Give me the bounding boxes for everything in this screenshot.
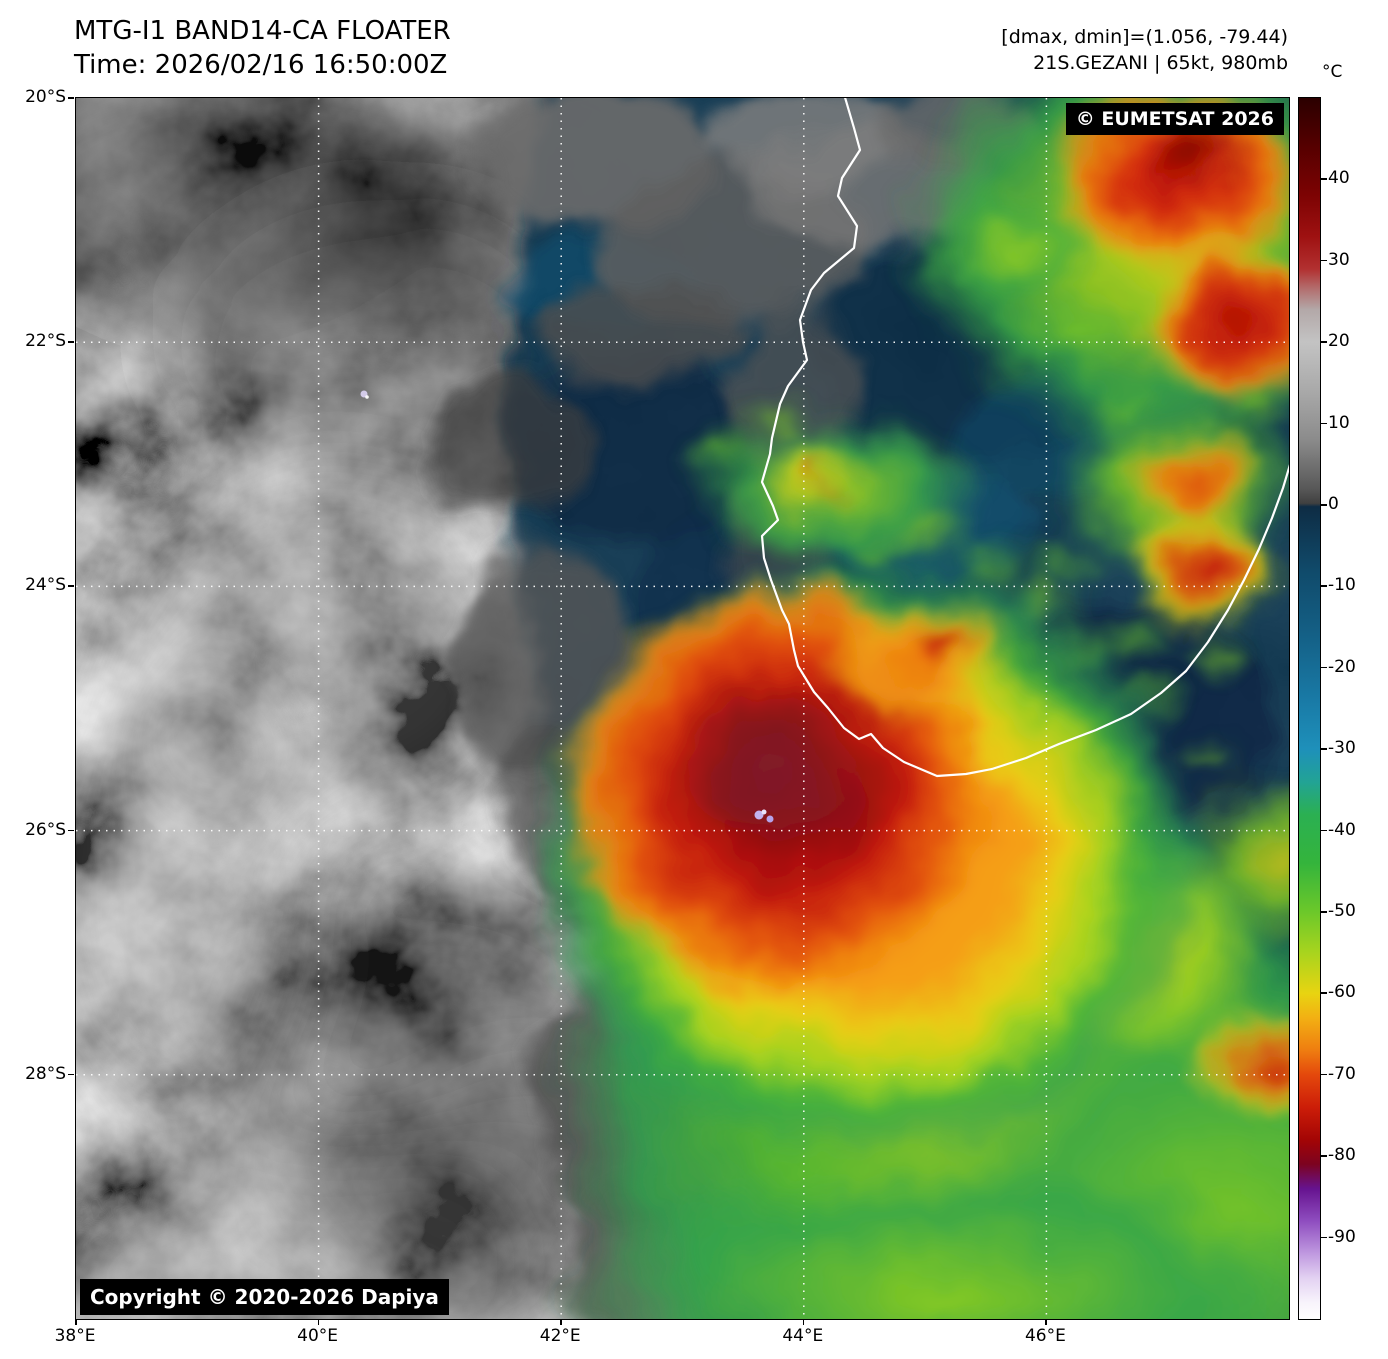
cloud-blob <box>1197 1004 1289 1116</box>
timestamp: Time: 2026/02/16 16:50:00Z <box>74 50 448 80</box>
x-tick-mark <box>75 1319 77 1325</box>
cloud-blob <box>1124 508 1288 632</box>
cold-overshoot-speck <box>766 815 774 823</box>
cloud-blob <box>1189 767 1289 939</box>
colorbar-tick-mark <box>1321 422 1327 425</box>
cloud-blob <box>1222 378 1289 438</box>
cloud-blob <box>680 753 792 843</box>
x-axis-label: 38°E <box>54 1326 96 1346</box>
page-title: MTG-I1 BAND14-CA FLOATER <box>74 16 451 46</box>
colorbar-tick-mark <box>1321 1236 1327 1239</box>
cloud-blob <box>679 424 763 476</box>
colorbar-tick-label: -10 <box>1328 575 1356 596</box>
x-tick-mark <box>802 1319 805 1325</box>
colorbar-tick-mark <box>1321 992 1327 994</box>
colorbar-tick-mark <box>1321 666 1327 669</box>
cloud-blob <box>1006 288 1146 378</box>
x-axis-label: 46°E <box>1024 1326 1066 1346</box>
y-tick-mark <box>68 1073 74 1076</box>
x-axis-label: 40°E <box>297 1326 339 1346</box>
storm-info: 21S.GEZANI | 65kt, 980mb <box>1033 52 1288 74</box>
y-tick-mark <box>68 829 74 832</box>
y-axis-label: 26°S <box>25 819 66 840</box>
cloud-blob <box>551 1163 1289 1319</box>
x-axis-label: 42°E <box>539 1326 581 1346</box>
x-tick-mark <box>560 1319 562 1325</box>
cloud-blob <box>806 459 830 479</box>
layer-coastline <box>760 98 1289 778</box>
cold-overshoot-speck <box>365 395 369 399</box>
cloud-blob <box>1128 432 1260 528</box>
colorbar-tick-mark <box>1321 178 1327 180</box>
cloud-blob <box>820 483 838 499</box>
colorbar-tick-label: -90 <box>1328 1226 1356 1247</box>
colorbar-tick-label: 20 <box>1328 331 1350 352</box>
layer-cold-specks <box>360 390 774 823</box>
colorbar-tick-label: 40 <box>1328 168 1350 189</box>
cloud-blob <box>1086 378 1170 434</box>
dmax-dmin-readout: [dmax, dmin]=(1.056, -79.44) <box>1001 26 1288 48</box>
y-tick-mark <box>68 97 74 99</box>
y-axis-label: 28°S <box>25 1063 66 1084</box>
cloud-blob <box>1184 733 1248 773</box>
colorbar-tick-label: -80 <box>1328 1145 1356 1166</box>
colorbar-tick-mark <box>1321 1155 1327 1157</box>
colorbar-tick-mark <box>1321 259 1327 262</box>
colorbar-tick-mark <box>1321 829 1327 832</box>
colorbar-tick-mark <box>1321 1073 1327 1076</box>
colorbar-tick-label: -20 <box>1328 656 1356 677</box>
y-tick-mark <box>68 341 74 343</box>
colorbar-tick-label: 30 <box>1328 249 1350 270</box>
satellite-image <box>76 98 1289 1319</box>
colorbar-tick-label: -40 <box>1328 819 1356 840</box>
colorbar-tick-label: 10 <box>1328 412 1350 433</box>
colorbar-tick-label: -30 <box>1328 738 1356 759</box>
colorbar-tick-mark <box>1321 585 1327 587</box>
cloud-blob <box>908 625 980 675</box>
colorbar-tick-mark <box>1321 748 1327 750</box>
y-axis-label: 24°S <box>25 575 66 596</box>
gray-cloud <box>426 378 586 518</box>
colorbar-tick-label: -60 <box>1328 982 1356 1003</box>
cold-overshoot-speck <box>761 809 767 815</box>
dapiya-copyright-badge: Copyright © 2020-2026 Dapiya <box>80 1279 449 1315</box>
coastline <box>760 98 1289 778</box>
x-axis-label: 44°E <box>782 1326 824 1346</box>
cloud-blob <box>1141 118 1245 194</box>
layer-convection <box>530 98 1289 1319</box>
layer-graticule <box>76 98 1289 1319</box>
temperature-colorbar <box>1298 97 1321 1320</box>
colorbar-tick-label: -70 <box>1328 1063 1356 1084</box>
satellite-map: © EUMETSAT 2026 Copyright © 2020-2026 Da… <box>75 97 1290 1320</box>
cold-overshoot-speck <box>754 810 764 820</box>
gray-cloud <box>536 278 736 388</box>
eumetsat-copyright-badge: © EUMETSAT 2026 <box>1065 103 1284 135</box>
gray-cloud <box>716 98 906 188</box>
y-tick-mark <box>68 585 74 587</box>
colorbar-tick-label: -50 <box>1328 901 1356 921</box>
colorbar-tick-label: 0 <box>1328 494 1339 514</box>
y-axis-label: 22°S <box>25 331 66 352</box>
cloud-blob <box>921 188 1101 308</box>
colorbar-tick-mark <box>1321 504 1327 506</box>
cloud-blob <box>1178 634 1254 682</box>
shade-patch <box>76 678 296 1118</box>
colorbar-unit-label: °C <box>1322 62 1343 82</box>
colorbar-tick-mark <box>1321 341 1327 343</box>
colorbar-tick-mark <box>1321 911 1327 913</box>
x-tick-mark <box>317 1319 320 1325</box>
y-axis-label: 20°S <box>25 87 66 107</box>
x-tick-mark <box>1045 1319 1047 1325</box>
cloud-blob <box>1140 234 1289 406</box>
